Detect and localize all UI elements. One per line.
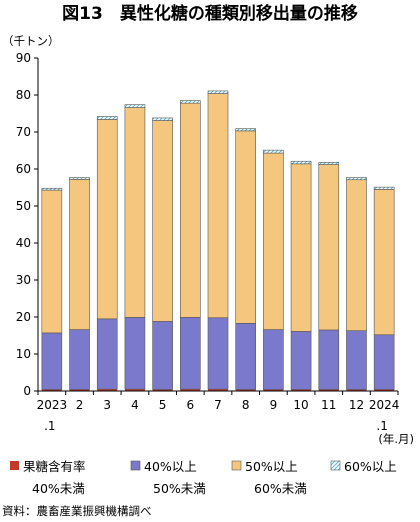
x-tick-label: 5 [159, 398, 167, 412]
bar-segment-series-1 [291, 389, 312, 391]
legend-swatch-series-1 [10, 461, 19, 470]
x-tick-label: 7 [214, 398, 222, 412]
x-axis-unit: (年.月) [378, 432, 414, 446]
bar-segment-series-4 [373, 186, 395, 190]
y-axis-unit: （千トン） [2, 34, 60, 48]
x-tick-label-sub: .1 [44, 419, 55, 433]
bar-segment-series-3 [180, 102, 201, 318]
bar-segment-series-1 [180, 389, 201, 391]
x-tick-label: 2023 [37, 398, 68, 412]
bar-segment-series-2 [41, 332, 63, 390]
bar-segment-series-3 [69, 179, 90, 330]
x-tick-label-sub: .1 [376, 419, 387, 433]
bar-segment-series-3 [318, 164, 340, 331]
y-tick-label: 80 [16, 88, 31, 102]
source-note: 資料：農畜産業振興機構調べ [2, 504, 152, 518]
bar-segment-series-1 [374, 389, 395, 391]
bar-segment-series-2 [346, 330, 367, 390]
bar-segment-series-4 [41, 187, 63, 191]
bar-segment-series-4 [207, 90, 229, 94]
x-tick-label: 12 [349, 398, 364, 412]
bar-segment-series-1 [318, 389, 339, 391]
x-tick-label: 9 [270, 398, 278, 412]
bar-segment-series-2 [180, 317, 201, 390]
bar-segment-series-2 [152, 321, 173, 390]
bar-segment-series-1 [41, 389, 62, 391]
legend-label-sub: 40%未満 [32, 481, 85, 496]
x-axis-ticks: 2023 .1 2 3 4 5 6 7 8 9 10 11 12 2024 .1 [37, 391, 400, 433]
bar-segment-series-4 [96, 116, 118, 120]
legend-label-sub: 60%未満 [254, 481, 307, 496]
y-tick-label: 10 [16, 347, 31, 361]
bar-segment-series-4 [69, 177, 90, 180]
x-tick-label: 4 [131, 398, 139, 412]
bar-segment-series-3 [235, 130, 256, 324]
bar-segment-series-3 [207, 93, 229, 319]
y-tick-label: 50 [16, 199, 31, 213]
legend-swatch-series-3 [231, 460, 242, 471]
bar-segment-series-4 [290, 160, 312, 165]
y-tick-label: 40 [16, 236, 31, 250]
bar-segment-series-4 [180, 100, 201, 104]
legend-label: 50%以上 [245, 459, 298, 474]
bar-segment-series-3 [290, 163, 312, 332]
y-tick-label: 60 [16, 162, 31, 176]
bar-segment-series-2 [207, 317, 229, 390]
bar-segment-series-3 [124, 107, 146, 318]
y-tick-label: 20 [16, 310, 31, 324]
bar-segment-series-1 [346, 389, 367, 391]
legend-label-sub: 50%未満 [153, 481, 206, 496]
y-tick-label: 0 [23, 384, 31, 398]
x-tick-label: 11 [321, 398, 336, 412]
x-tick-label: 2024 [369, 398, 400, 412]
bar-segment-series-4 [152, 117, 173, 121]
legend-label: 40%以上 [144, 459, 197, 474]
bar-segment-series-1 [69, 389, 90, 391]
x-tick-label: 8 [242, 398, 250, 412]
y-axis-ticks: 0 10 20 30 40 50 60 70 80 90 [16, 51, 38, 398]
bar-segment-series-3 [152, 120, 173, 322]
bar-segment-series-4 [263, 149, 284, 154]
bar-segment-series-2 [124, 317, 146, 390]
y-tick-label: 90 [16, 51, 31, 65]
bar-segment-series-4 [124, 104, 146, 108]
bar-segment-series-2 [373, 334, 395, 390]
bar-segment-series-1 [152, 389, 173, 391]
x-tick-label: 3 [103, 398, 111, 412]
legend-label: 60%以上 [344, 459, 397, 474]
bar-segment-series-4 [318, 162, 340, 165]
bar-segment-series-2 [263, 329, 284, 390]
bar-segment-series-4 [235, 128, 256, 132]
bar-segment-series-1 [97, 389, 118, 391]
bars-group [41, 90, 395, 391]
bar-segment-series-3 [263, 152, 284, 330]
x-tick-label: 10 [293, 398, 308, 412]
bar-segment-series-1 [208, 389, 228, 391]
bar-segment-series-2 [69, 329, 90, 390]
legend-swatch-series-4 [330, 460, 341, 471]
bar-segment-series-1 [263, 389, 284, 391]
bar-segment-series-1 [235, 389, 256, 391]
y-tick-label: 70 [16, 125, 31, 139]
bar-segment-series-2 [96, 318, 118, 390]
bar-segment-series-1 [124, 389, 145, 391]
x-tick-label: 2 [76, 398, 84, 412]
legend: 果糖含有率 40%未満 40%以上 50%未満 50%以上 60%未満 60%以上 [10, 459, 397, 496]
legend-label: 果糖含有率 [23, 459, 86, 474]
bar-segment-series-3 [346, 179, 367, 331]
y-tick-label: 30 [16, 273, 31, 287]
x-tick-label: 6 [186, 398, 194, 412]
bar-segment-series-2 [318, 329, 340, 390]
bar-segment-series-2 [235, 322, 256, 390]
chart-title: 図13 異性化糖の種類別移出量の推移 [62, 3, 358, 24]
legend-swatch-series-2 [130, 460, 141, 471]
bar-segment-series-3 [373, 189, 395, 336]
bar-segment-series-3 [96, 119, 118, 320]
bar-segment-series-3 [41, 189, 63, 334]
bar-segment-series-4 [346, 177, 367, 181]
bar-segment-series-2 [290, 331, 312, 390]
